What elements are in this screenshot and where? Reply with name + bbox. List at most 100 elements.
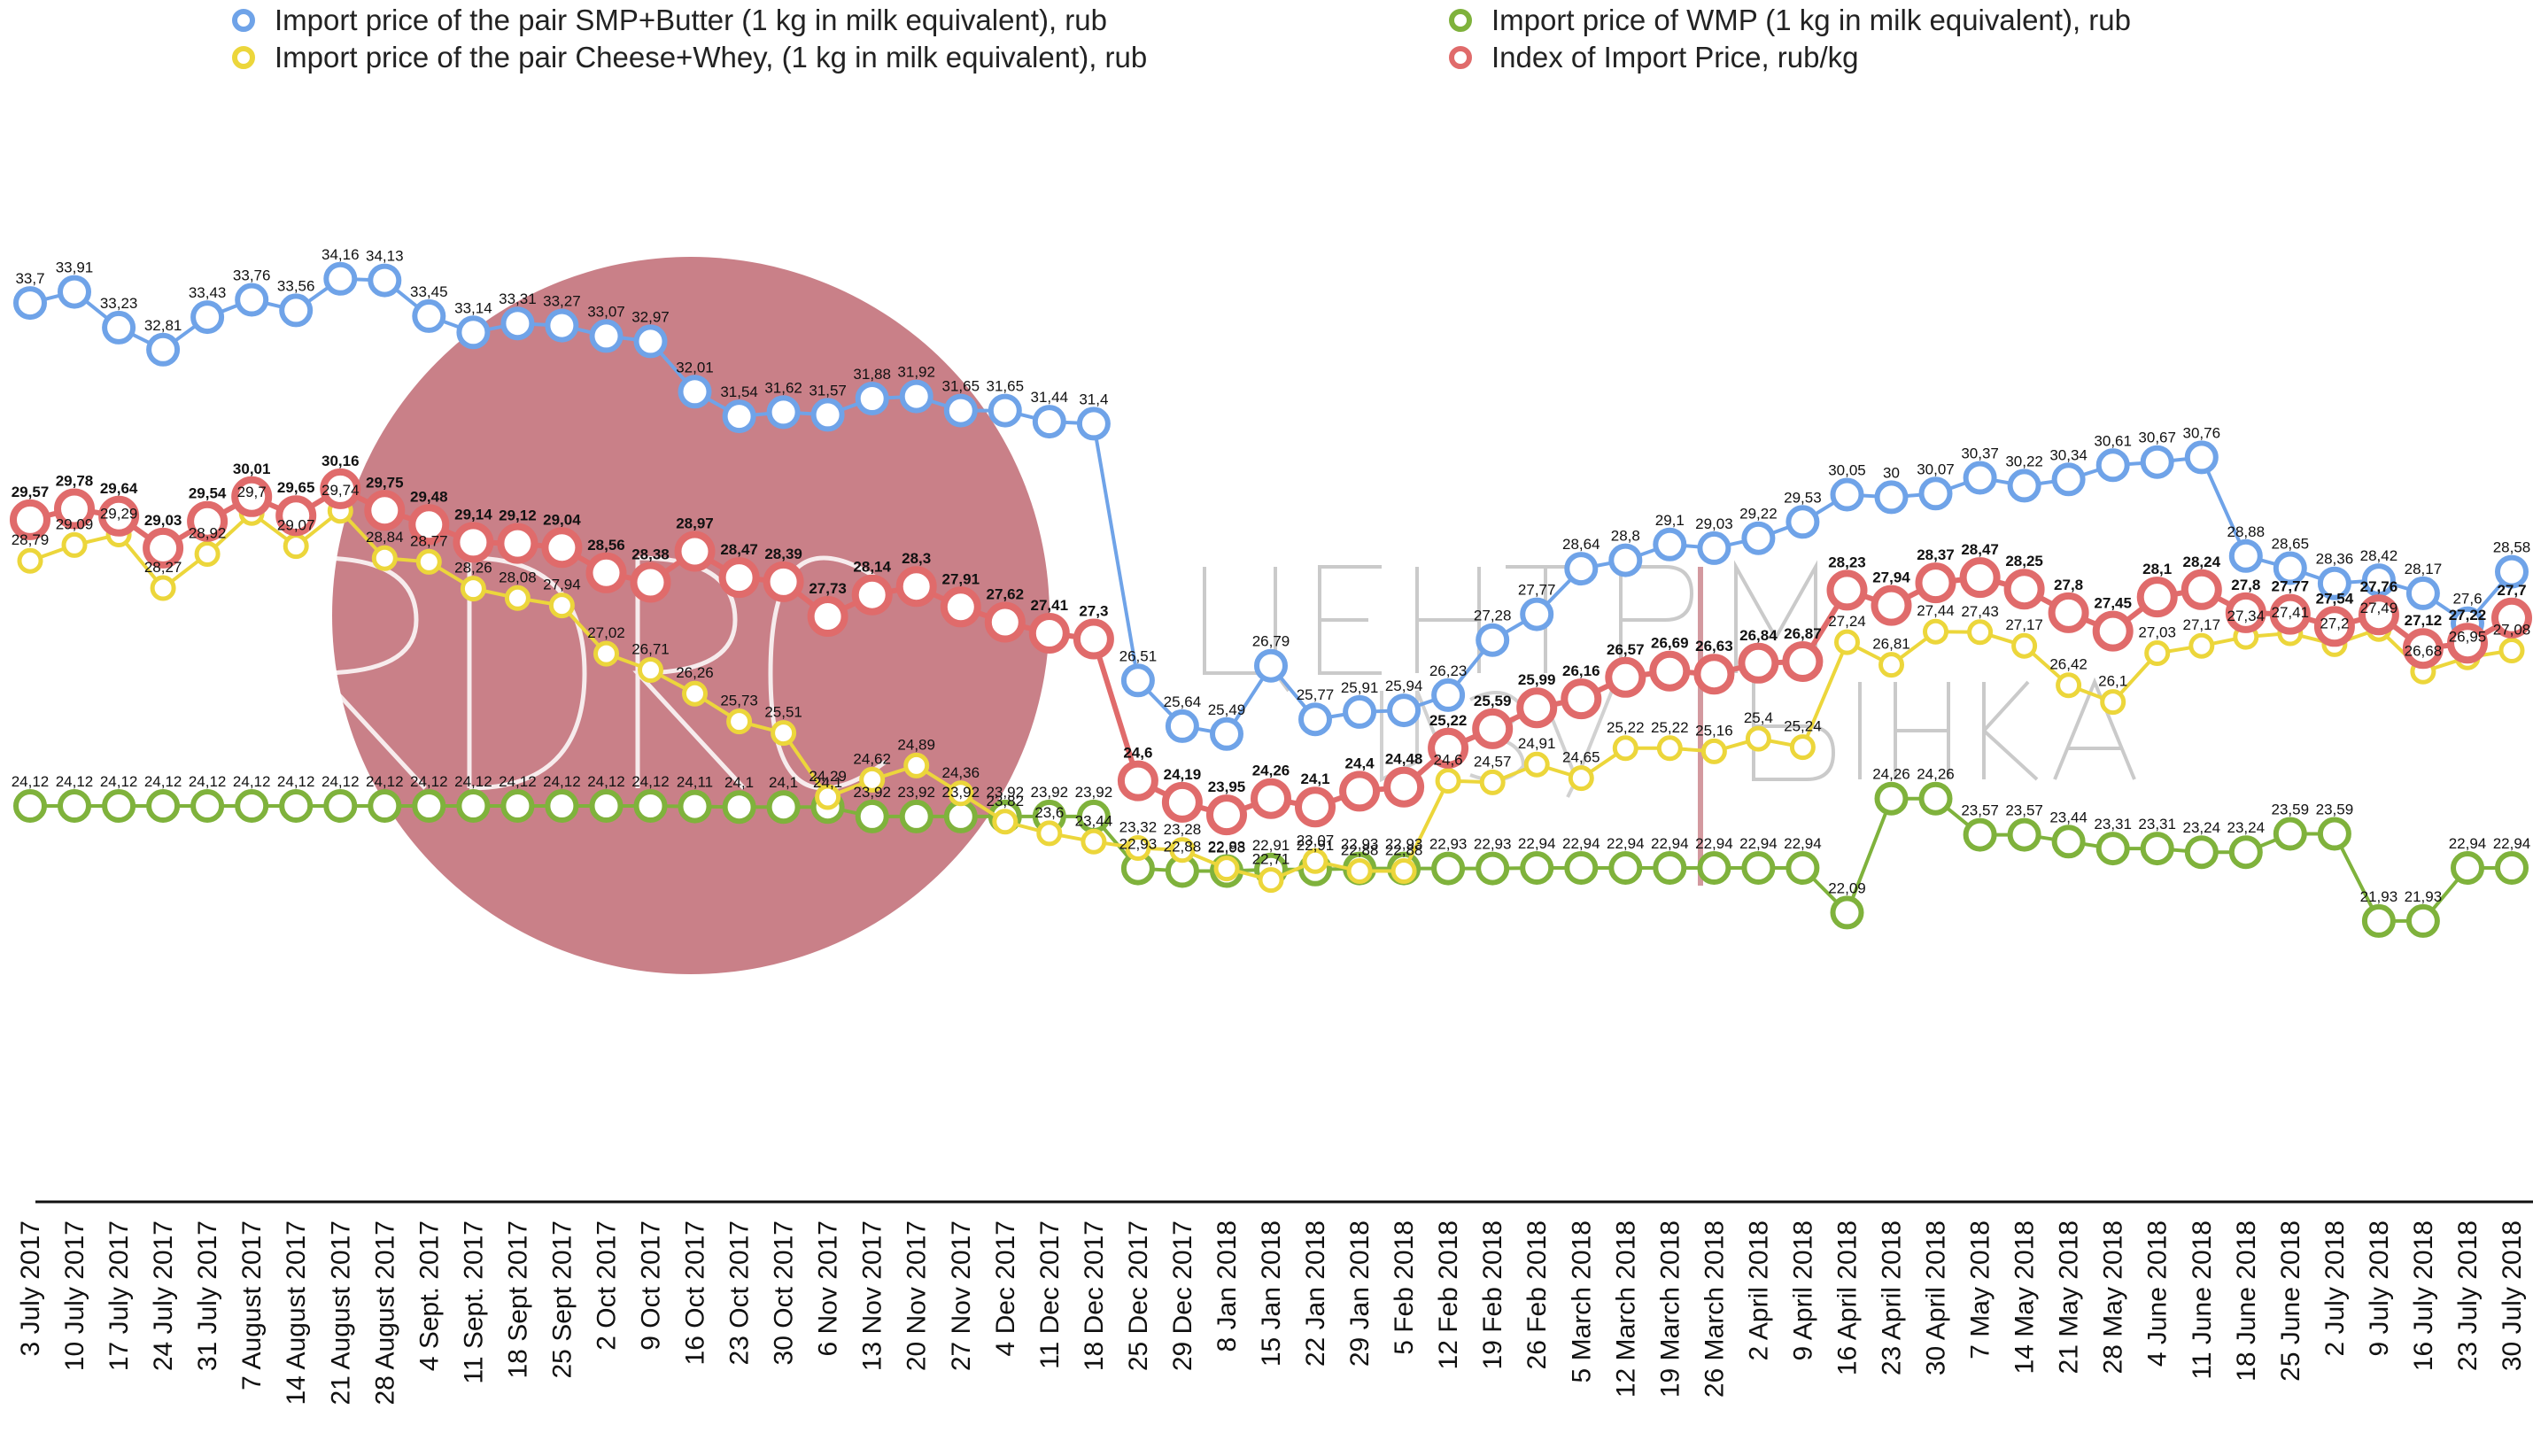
data-label-wmp: 22,94 — [1784, 835, 1822, 852]
legend-marker-wmp — [1449, 9, 1472, 32]
data-label-smp: 29,03 — [1695, 515, 1733, 532]
data-point-wmp — [2184, 835, 2219, 870]
data-point-cheese — [1789, 734, 1816, 761]
data-label-smp: 30,76 — [2183, 424, 2221, 441]
data-point-index — [10, 499, 50, 540]
data-label-wmp: 22,88 — [1208, 839, 1246, 856]
data-label-index: 26,84 — [1739, 627, 1778, 644]
data-point-wmp — [323, 789, 358, 823]
legend-marker-cheese — [232, 46, 255, 69]
data-point-cheese — [638, 657, 663, 683]
series-smp — [13, 261, 2529, 751]
data-label-index: 29,54 — [189, 485, 227, 502]
data-label-wmp: 24,12 — [321, 773, 360, 790]
data-point-wmp — [146, 789, 181, 823]
data-label-cheese: 27,2 — [2320, 615, 2349, 631]
data-label-smp: 27,28 — [1474, 608, 1512, 624]
x-tick-label: 15 Jan 2018 — [1257, 1220, 1286, 1367]
data-label-wmp: 23,31 — [2138, 816, 2176, 833]
x-tick-label: 22 Jan 2018 — [1301, 1220, 1330, 1367]
data-label-smp: 33,76 — [233, 267, 271, 284]
data-point-smp — [633, 324, 668, 359]
data-label-smp: 30,22 — [2005, 453, 2043, 469]
data-point-smp — [545, 308, 579, 343]
data-point-index — [2313, 606, 2355, 647]
data-point-cheese — [1213, 856, 1240, 882]
data-label-cheese: 27,24 — [1828, 613, 1866, 630]
data-point-smp — [1653, 527, 1687, 561]
x-tick-label: 29 Jan 2018 — [1345, 1220, 1375, 1367]
data-label-index: 27,76 — [2360, 578, 2398, 595]
data-label-cheese: 23,28 — [1164, 821, 1202, 838]
data-label-index: 28,97 — [676, 515, 714, 532]
data-label-wmp: 24,12 — [543, 773, 581, 790]
data-label-wmp: 21,93 — [2405, 888, 2443, 905]
x-tick-label: 16 April 2018 — [1833, 1220, 1863, 1375]
data-label-smp: 28,65 — [2272, 536, 2310, 553]
data-point-index — [364, 490, 406, 531]
data-point-smp — [2273, 551, 2307, 585]
data-label-index: 28,38 — [631, 546, 670, 563]
data-point-index — [2225, 592, 2266, 633]
data-point-index — [2092, 610, 2134, 652]
data-point-index — [763, 561, 804, 602]
data-label-cheese: 28,08 — [499, 569, 537, 585]
data-point-index — [2181, 569, 2222, 610]
data-point-smp — [1076, 407, 1111, 441]
data-point-index — [1295, 786, 1336, 828]
data-point-smp — [678, 375, 712, 409]
data-label-index: 28,47 — [720, 541, 758, 558]
data-point-cheese — [548, 592, 575, 619]
data-label-wmp: 24,12 — [366, 773, 404, 790]
data-label-index: 25,99 — [1518, 671, 1556, 688]
data-label-cheese: 27,44 — [1917, 602, 1955, 619]
data-point-smp — [2184, 440, 2219, 475]
data-point-cheese — [2011, 632, 2038, 659]
data-label-cheese: 29,7 — [237, 484, 267, 500]
data-point-smp — [1210, 716, 1243, 751]
data-label-cheese: 22,93 — [1208, 840, 1246, 856]
data-point-index — [630, 561, 671, 603]
x-tick-label: 21 May 2018 — [2055, 1220, 2084, 1374]
data-label-smp: 33,27 — [543, 293, 581, 310]
data-point-wmp — [1697, 851, 1731, 885]
data-label-wmp: 23,92 — [1075, 784, 1113, 801]
x-tick-label: 3 July 2017 — [16, 1220, 45, 1356]
data-label-index: 29,65 — [277, 479, 315, 496]
data-point-wmp — [2095, 832, 2130, 866]
data-label-index: 26,69 — [1651, 635, 1689, 652]
data-point-smp — [766, 395, 801, 430]
data-label-cheese: 24,91 — [1518, 735, 1556, 752]
data-label-smp: 26,23 — [1429, 662, 1468, 679]
data-label-wmp: 22,88 — [1164, 839, 1202, 856]
data-label-cheese: 29,07 — [277, 517, 315, 534]
legend-marker-smp — [232, 9, 255, 32]
data-point-index — [2402, 628, 2444, 670]
data-point-cheese — [682, 680, 708, 707]
data-label-smp: 34,13 — [366, 248, 404, 265]
data-label-wmp: 22,94 — [1739, 835, 1778, 852]
data-point-smp — [235, 283, 269, 317]
data-label-cheese: 27,34 — [2227, 608, 2266, 624]
data-label-wmp: 24,12 — [499, 773, 537, 790]
data-label-cheese: 24,62 — [853, 750, 891, 767]
data-label-cheese: 25,16 — [1695, 722, 1733, 739]
data-label-index: 27,62 — [987, 586, 1025, 603]
data-point-index — [1206, 794, 1247, 836]
data-label-wmp: 24,26 — [1917, 766, 1955, 783]
data-label-smp: 31,88 — [853, 366, 891, 383]
data-label-index: 28,47 — [1961, 541, 1999, 558]
legend-item-wmp: Import price of WMP (1 kg in milk equiva… — [1449, 4, 2131, 37]
x-tick-label: 7 August 2017 — [237, 1220, 267, 1390]
data-label-index: 24,1 — [1300, 771, 1329, 787]
data-point-wmp — [766, 790, 801, 825]
x-tick-label: 7 May 2018 — [1966, 1220, 1995, 1359]
data-point-index — [231, 476, 273, 517]
data-point-wmp — [2317, 817, 2351, 851]
data-label-cheese: 23,07 — [1297, 832, 1335, 848]
data-point-smp — [2361, 563, 2396, 598]
data-label-cheese: 27,49 — [2360, 600, 2398, 616]
data-label-cheese: 22,71 — [1252, 851, 1290, 868]
x-tick-label: 28 August 2017 — [370, 1220, 399, 1406]
